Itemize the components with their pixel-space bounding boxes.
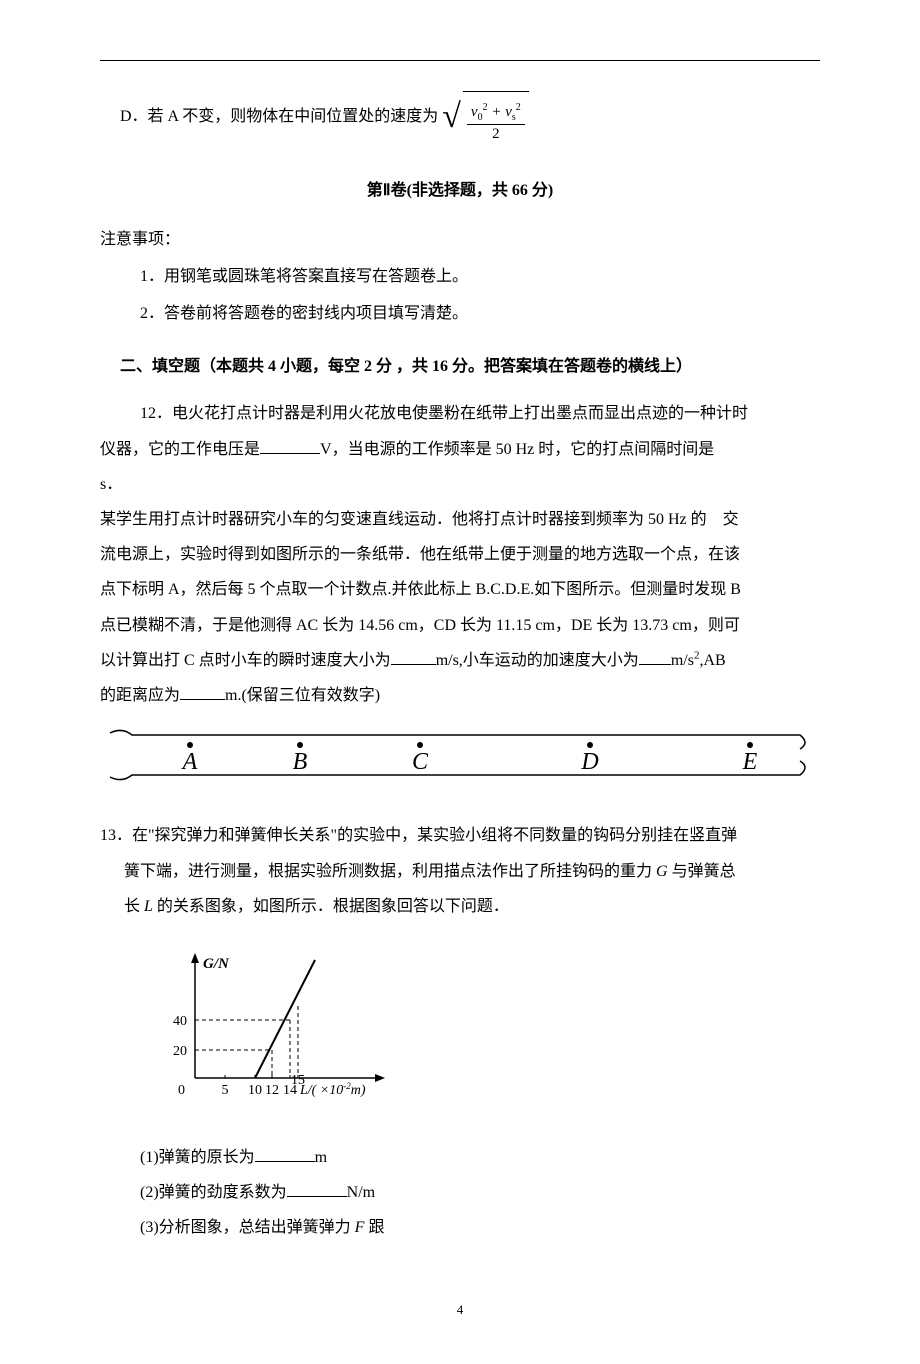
q13-line1: 13．在"探究弹力和弹簧伸长关系"的实验中，某实验小组将不同数量的钩码分别挂在竖… xyxy=(100,818,820,853)
q13-sub3: (3)分析图象，总结出弹簧弹力 F 跟 xyxy=(140,1210,820,1245)
svg-text:L/( ×10-2m): L/( ×10-2m) xyxy=(299,1081,366,1098)
svg-text:B: B xyxy=(293,749,308,775)
notice-label: 注意事项： xyxy=(100,222,820,257)
page-number: 4 xyxy=(100,1296,820,1325)
blank-ab xyxy=(180,684,225,700)
q13-sub1: (1)弹簧的原长为m xyxy=(140,1140,820,1175)
q12-line8: 以计算出打 C 点时小车的瞬时速度大小为m/s,小车运动的加速度大小为m/s2,… xyxy=(100,643,820,678)
q12-line7: 点已模糊不清，于是他测得 AC 长为 14.56 cm，CD 长为 11.15 … xyxy=(100,608,820,643)
svg-text:5: 5 xyxy=(222,1083,229,1098)
q12-line2: 仪器，它的工作电压是V，当电源的工作频率是 50 Hz 时，它的打点间隔时间是 xyxy=(100,432,820,467)
svg-text:E: E xyxy=(742,749,758,775)
q12-line5: 流电源上，实验时得到如图所示的一条纸带．他在纸带上便于测量的地方选取一个点，在该 xyxy=(100,537,820,572)
q13-line2: 簧下端，进行测量，根据实验所测数据，利用描点法作出了所挂钩码的重力 G 与弹簧总 xyxy=(124,854,820,889)
frac-num: v02 + vs2 xyxy=(467,102,525,125)
top-rule xyxy=(100,60,820,61)
graph-figure: G/N20405101214150L/( ×10-2m) xyxy=(150,938,410,1113)
option-d-text: D．若 A 不变，则物体在中间位置处的速度为 xyxy=(120,99,438,134)
q12-line6: 点下标明 A，然后每 5 个点取一个计数点.并依此标上 B.C.D.E.如下图所… xyxy=(100,572,820,607)
q12-line9: 的距离应为m.(保留三位有效数字) xyxy=(100,678,820,713)
blank-voltage xyxy=(260,438,320,454)
blank-k xyxy=(287,1181,347,1197)
q13: 13．在"探究弹力和弹簧伸长关系"的实验中，某实验小组将不同数量的钩码分别挂在竖… xyxy=(100,818,820,924)
q12-line1: 12．电火花打点计时器是利用火花放电使墨粉在纸带上打出墨点而显出点迹的一种计时 xyxy=(100,396,820,431)
q12: 12．电火花打点计时器是利用火花放电使墨粉在纸带上打出墨点而显出点迹的一种计时 … xyxy=(100,396,820,713)
tape-figure: A B C D E xyxy=(100,721,820,791)
fill-section-title: 二、填空题（本题共 4 小题，每空 2 分 ，共 16 分。把答案填在答题卷的横… xyxy=(120,349,820,384)
option-d: D．若 A 不变，则物体在中间位置处的速度为 √ v02 + vs2 2 xyxy=(120,91,820,143)
frac-den: 2 xyxy=(492,125,500,143)
notice-item-1: 1．用钢笔或圆珠笔将答案直接写在答题卷上。 xyxy=(140,259,820,294)
blank-length xyxy=(255,1146,315,1162)
svg-text:C: C xyxy=(412,749,429,775)
q13-sub2: (2)弹簧的劲度系数为N/m xyxy=(140,1175,820,1210)
blank-accel xyxy=(639,649,671,665)
sqrt-sign: √ xyxy=(442,100,463,134)
svg-text:40: 40 xyxy=(173,1014,187,1029)
notice-item-2: 2．答卷前将答题卷的密封线内项目填写清楚。 xyxy=(140,296,820,331)
svg-text:20: 20 xyxy=(173,1044,187,1059)
section-2-title: 第Ⅱ卷(非选择题，共 66 分) xyxy=(100,173,820,208)
svg-text:10: 10 xyxy=(248,1083,262,1098)
svg-text:0: 0 xyxy=(178,1083,185,1098)
q13-line3: 长 L 的关系图象，如图所示．根据图象回答以下问题． xyxy=(124,889,820,924)
svg-text:A: A xyxy=(181,749,198,775)
option-d-formula: √ v02 + vs2 2 xyxy=(442,91,529,143)
blank-velocity xyxy=(391,649,436,665)
svg-text:12: 12 xyxy=(265,1083,279,1098)
q12-line3: s． xyxy=(100,467,820,502)
svg-text:G/N: G/N xyxy=(203,956,230,972)
svg-text:D: D xyxy=(580,749,598,775)
q12-line4: 某学生用打点计时器研究小车的匀变速直线运动．他将打点计时器接到频率为 50 Hz… xyxy=(100,502,820,537)
